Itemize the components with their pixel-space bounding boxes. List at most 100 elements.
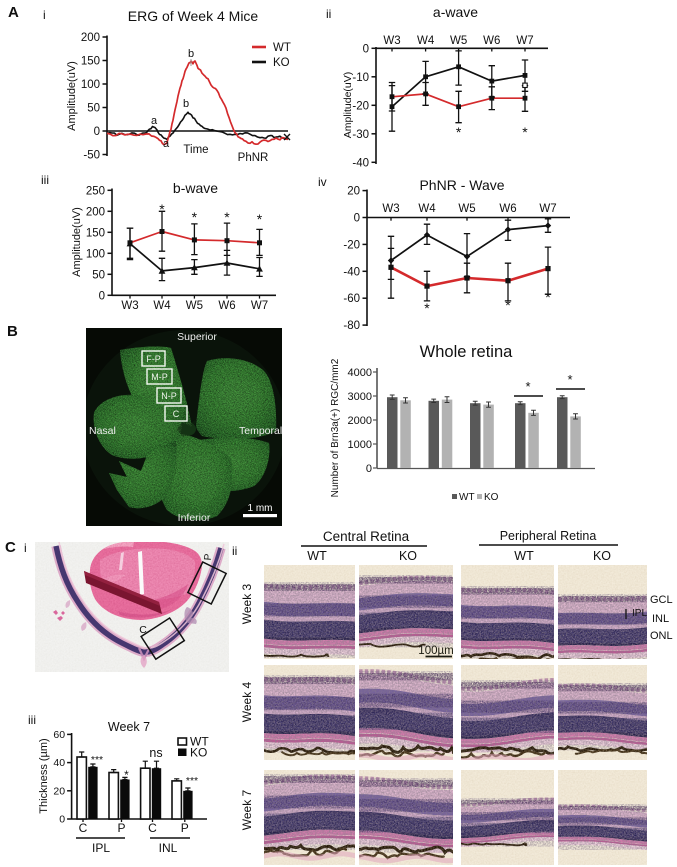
svg-text:100: 100	[81, 79, 100, 91]
svg-text:ii: ii	[326, 7, 331, 21]
svg-text:Week 4: Week 4	[240, 681, 254, 722]
svg-text:Peripheral Retina: Peripheral Retina	[500, 529, 597, 543]
svg-text:*: *	[525, 379, 530, 394]
svg-text:4000: 4000	[348, 367, 372, 379]
svg-text:Central Retina: Central Retina	[323, 529, 410, 544]
svg-text:2000: 2000	[348, 415, 372, 427]
svg-text:M-P: M-P	[151, 372, 168, 382]
svg-text:KO: KO	[484, 492, 499, 503]
svg-text:*: *	[192, 209, 198, 225]
svg-text:W3: W3	[121, 300, 138, 312]
svg-text:W6: W6	[218, 300, 235, 312]
svg-text:a: a	[151, 115, 158, 127]
svg-text:*: *	[424, 300, 430, 316]
svg-text:*: *	[224, 209, 230, 225]
svg-text:***: ***	[91, 754, 103, 766]
svg-text:i: i	[43, 8, 46, 22]
svg-text:0: 0	[363, 43, 369, 55]
svg-text:150: 150	[86, 227, 105, 239]
svg-text:WT: WT	[273, 42, 291, 54]
svg-text:b: b	[188, 48, 194, 60]
svg-text:Nasal: Nasal	[89, 425, 116, 437]
svg-text:Week 7: Week 7	[240, 789, 254, 830]
svg-text:IPL: IPL	[632, 608, 647, 619]
svg-text:P: P	[181, 821, 189, 835]
svg-text:W4: W4	[153, 300, 171, 312]
svg-text:A: A	[8, 4, 19, 21]
svg-text:***: ***	[186, 775, 198, 787]
svg-text:20: 20	[53, 785, 65, 797]
svg-text:-80: -80	[343, 320, 360, 332]
svg-text:-40: -40	[343, 266, 360, 278]
svg-text:KO: KO	[190, 746, 207, 760]
svg-text:PhNR - Wave: PhNR - Wave	[419, 177, 504, 193]
svg-text:W4: W4	[418, 203, 436, 215]
svg-text:b-wave: b-wave	[173, 180, 218, 196]
svg-text:Superior: Superior	[177, 331, 217, 343]
svg-text:a: a	[163, 138, 170, 150]
svg-text:P: P	[203, 553, 215, 561]
svg-text:iii: iii	[28, 713, 36, 727]
svg-text:100: 100	[86, 248, 105, 260]
svg-text:Number of Brn3a(+) RGC/mm2: Number of Brn3a(+) RGC/mm2	[330, 358, 341, 497]
svg-text:KO: KO	[273, 57, 290, 69]
svg-text:W3: W3	[382, 203, 399, 215]
svg-text:W6: W6	[483, 35, 500, 47]
svg-text:Thickness (µm): Thickness (µm)	[38, 738, 50, 813]
svg-text:GCL: GCL	[650, 594, 673, 606]
svg-text:0: 0	[59, 814, 65, 826]
svg-text:0: 0	[94, 126, 100, 138]
svg-text:i: i	[24, 541, 27, 555]
svg-text:W4: W4	[417, 35, 435, 47]
svg-text:Whole retina: Whole retina	[420, 343, 513, 361]
svg-text:W6: W6	[499, 203, 516, 215]
svg-text:*: *	[124, 768, 129, 782]
svg-text:Temporal: Temporal	[239, 425, 282, 437]
svg-text:C: C	[139, 624, 147, 636]
svg-text:Inferior: Inferior	[178, 512, 211, 524]
svg-text:KO: KO	[593, 549, 611, 563]
svg-text:ERG of Week 4 Mice: ERG of Week 4 Mice	[128, 8, 259, 24]
svg-text:C: C	[148, 821, 157, 835]
svg-text:Amplitude(uV): Amplitude(uV)	[71, 207, 83, 277]
svg-text:WT: WT	[514, 549, 534, 563]
svg-text:0: 0	[99, 290, 105, 302]
svg-text:3000: 3000	[348, 391, 372, 403]
svg-text:W5: W5	[450, 35, 467, 47]
svg-text:200: 200	[81, 32, 100, 44]
svg-text:20: 20	[347, 186, 360, 198]
svg-text:50: 50	[87, 103, 100, 115]
svg-text:*: *	[545, 289, 551, 305]
svg-text:0: 0	[354, 213, 360, 225]
svg-text:IPL: IPL	[92, 841, 110, 855]
svg-text:1 mm: 1 mm	[248, 503, 273, 514]
svg-text:-10: -10	[352, 72, 369, 84]
svg-text:-60: -60	[343, 293, 360, 305]
svg-text:200: 200	[86, 206, 105, 218]
svg-text:W7: W7	[251, 300, 268, 312]
svg-text:100µm: 100µm	[418, 645, 453, 657]
svg-text:-40: -40	[352, 157, 369, 169]
svg-text:Time: Time	[183, 144, 208, 156]
svg-text:b: b	[183, 98, 189, 110]
svg-text:C: C	[79, 821, 88, 835]
svg-text:Amplitude(uV): Amplitude(uV)	[342, 72, 354, 139]
svg-text:N-P: N-P	[161, 391, 177, 401]
svg-text:60: 60	[53, 729, 65, 741]
svg-text:P: P	[117, 821, 125, 835]
svg-text:50: 50	[92, 269, 105, 281]
svg-text:W7: W7	[516, 35, 533, 47]
svg-text:KO: KO	[399, 549, 417, 563]
svg-text:*: *	[159, 201, 165, 217]
svg-text:a-wave: a-wave	[433, 4, 478, 20]
svg-text:W7: W7	[539, 203, 556, 215]
svg-text:Amplitude(uV): Amplitude(uV)	[66, 61, 78, 131]
svg-text:PhNR: PhNR	[238, 152, 269, 164]
svg-text:*: *	[567, 372, 572, 387]
svg-text:iv: iv	[318, 175, 327, 189]
svg-text:C: C	[5, 539, 16, 556]
svg-text:250: 250	[86, 185, 105, 197]
svg-text:*: *	[456, 124, 462, 140]
svg-text:INL: INL	[159, 841, 178, 855]
svg-text:-20: -20	[343, 239, 360, 251]
